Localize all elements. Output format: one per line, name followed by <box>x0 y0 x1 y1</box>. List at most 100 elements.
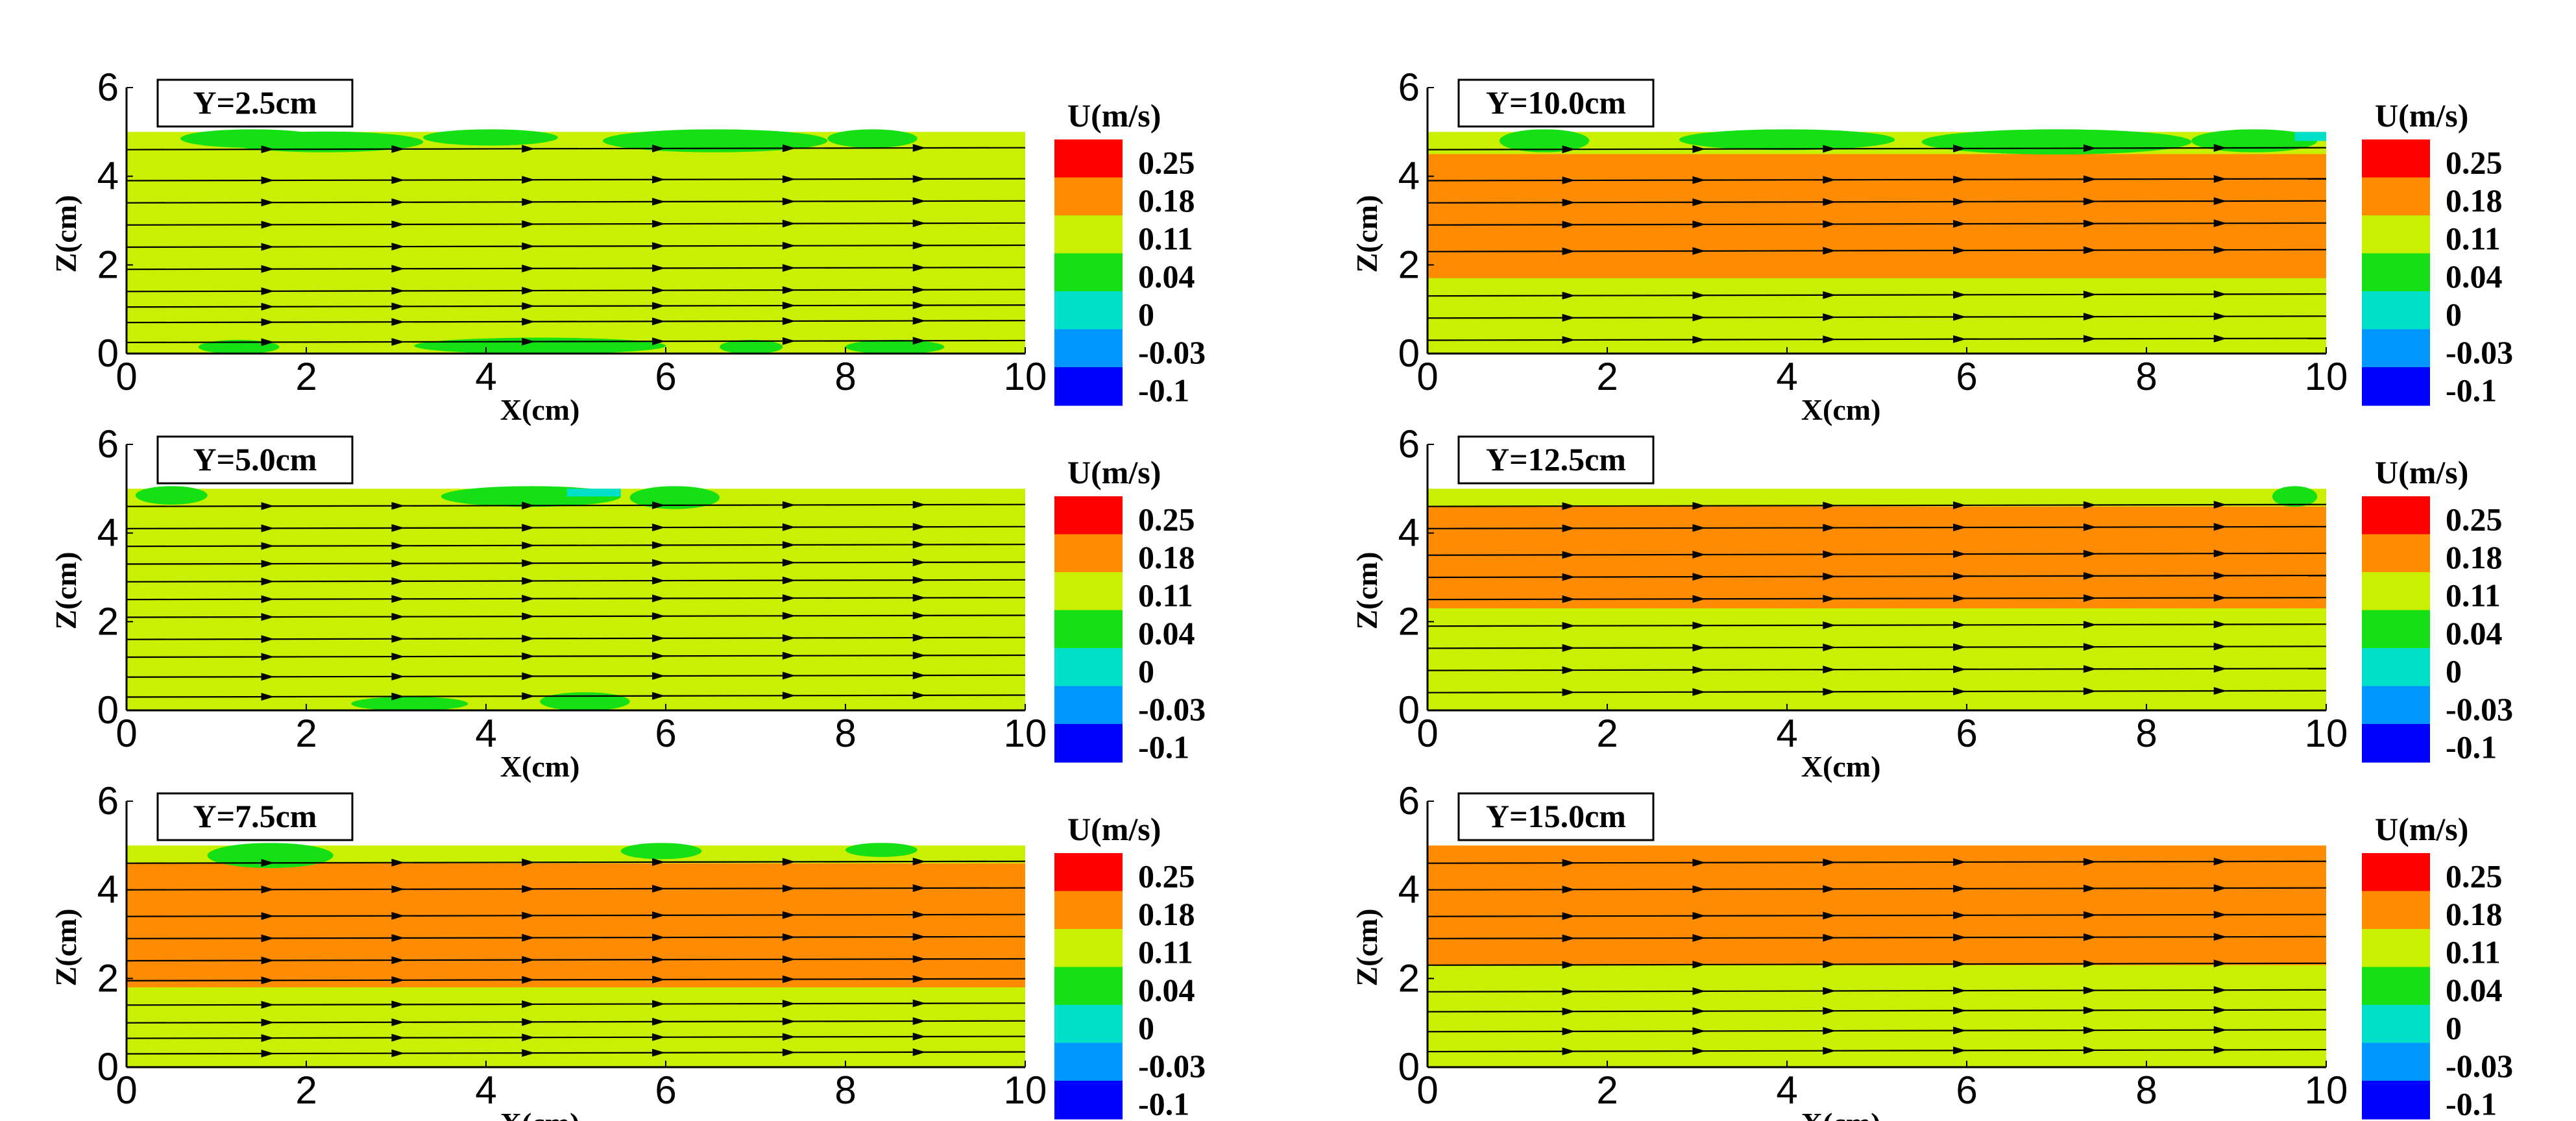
streamline-arrow <box>1562 644 1575 652</box>
streamline-arrow <box>261 176 274 185</box>
streamline-arrow <box>1562 247 1575 256</box>
streamline-arrow <box>1562 1027 1575 1035</box>
streamline-arrow <box>522 956 535 964</box>
streamline-arrow <box>2213 175 2227 183</box>
streamline-arrow <box>1953 501 1967 509</box>
streamline <box>126 267 1026 271</box>
streamline-arrow <box>2213 1046 2227 1054</box>
streamline-arrow <box>391 318 405 326</box>
colorbar-label: -0.1 <box>2446 372 2497 409</box>
streamline <box>126 561 1026 565</box>
streamline-arrow <box>652 144 666 152</box>
streamline-arrow <box>522 1049 535 1057</box>
streamline-arrow <box>782 1048 796 1057</box>
colorbar-label: -0.03 <box>1138 334 1206 370</box>
x-axis-label: X(cm) <box>1801 1107 1881 1121</box>
streamline-arrow <box>652 577 666 585</box>
streamline-arrow <box>391 559 405 568</box>
streamline-arrow <box>652 634 666 642</box>
streamline-arrow <box>522 577 535 585</box>
streamline-arrow <box>2213 572 2227 580</box>
colorbar-label: -0.1 <box>1138 729 1189 765</box>
streamline-arrow <box>652 337 666 346</box>
low-velocity-patch <box>135 486 208 505</box>
streamline-arrow <box>1823 960 1836 969</box>
panel-title-text: Y=12.5cm <box>1486 441 1626 477</box>
streamline-arrow <box>522 672 535 681</box>
colorbar-label: 0.18 <box>2446 539 2503 575</box>
streamline-arrow <box>1692 595 1706 603</box>
colorbar-swatch <box>1054 648 1123 687</box>
colorbar-swatch <box>1054 1043 1123 1081</box>
streamline-arrow <box>1692 313 1706 322</box>
z-tick-label: 6 <box>1398 66 1420 109</box>
streamline-arrow <box>391 220 405 228</box>
colorbar-label: -0.03 <box>2446 334 2513 370</box>
streamline-arrow <box>1953 934 1967 942</box>
colorbar-swatch <box>1054 891 1123 930</box>
streamline-arrow <box>391 287 405 295</box>
streamline <box>126 544 1026 548</box>
panel-15-0cm: 02468100246X(cm)Z(cm)Y=15.0cmU(m/s)0.250… <box>1350 779 2513 1121</box>
streamline <box>1427 913 2327 917</box>
streamline-arrow <box>2083 884 2096 893</box>
colorbar-swatch <box>2362 329 2430 368</box>
streamline-arrow <box>391 858 405 867</box>
streamline-arrow <box>1953 550 1967 559</box>
streamline <box>1427 552 2327 556</box>
streamline <box>126 222 1026 226</box>
colorbar-label: -0.1 <box>2446 1086 2497 1121</box>
streamline-arrow <box>1692 911 1706 920</box>
streamline-arrow <box>2213 884 2227 893</box>
colorbar-swatch <box>1054 329 1123 368</box>
streamline-arrow <box>782 1017 796 1026</box>
streamline <box>1427 597 2327 601</box>
z-tick-label: 2 <box>1398 243 1420 286</box>
streamline-arrow <box>652 175 666 184</box>
streamline <box>126 579 1026 583</box>
low-velocity-patch <box>1499 129 1590 152</box>
streamline-arrow <box>782 911 796 919</box>
streamline-arrow <box>782 559 796 567</box>
streamline-arrow <box>912 955 926 963</box>
z-tick-label: 6 <box>1398 779 1420 823</box>
low-velocity-patch <box>566 488 621 497</box>
low-velocity-patch <box>351 696 468 711</box>
streamline-arrow <box>261 145 274 154</box>
streamline-arrow <box>391 501 405 510</box>
streamline <box>1427 315 2327 319</box>
streamline-arrow <box>1823 987 1836 995</box>
streamline-arrow <box>912 691 926 699</box>
streamline-arrow <box>912 301 926 309</box>
streamline-arrow <box>391 524 405 532</box>
streamline-arrow <box>391 595 405 603</box>
streamline <box>126 887 1026 891</box>
streamline-arrow <box>912 999 926 1007</box>
streamline-arrow <box>782 302 796 310</box>
streamline-arrow <box>912 1017 926 1026</box>
panel-title-box <box>156 792 354 841</box>
colorbar-swatch <box>2362 1081 2430 1120</box>
streamline-arrow <box>1562 502 1575 511</box>
streamline <box>1427 690 2327 693</box>
streamline-arrow <box>1953 1026 1967 1035</box>
z-axis-label: Z(cm) <box>1350 551 1383 629</box>
streamline-arrow <box>261 542 274 550</box>
x-tick-label: 6 <box>1956 712 1977 755</box>
colorbar-swatch <box>1054 929 1123 968</box>
streamline <box>1427 668 2327 671</box>
low-velocity-patch <box>2294 132 2326 141</box>
x-tick-label: 6 <box>1956 1068 1977 1112</box>
colorbar-label: 0 <box>2446 296 2462 333</box>
colorbar-swatch <box>2362 496 2430 535</box>
streamline <box>1427 337 2327 341</box>
colorbar-swatch <box>2362 853 2430 892</box>
x-tick-label: 10 <box>1004 712 1047 755</box>
streamline-arrow <box>652 594 666 603</box>
streamline-arrow <box>1562 1007 1575 1016</box>
streamline-arrow <box>391 198 405 206</box>
streamline-arrow <box>1692 1007 1706 1015</box>
z-tick-label: 2 <box>1398 956 1420 1000</box>
z-tick-label: 0 <box>97 688 119 732</box>
streamline-arrow <box>782 144 796 152</box>
